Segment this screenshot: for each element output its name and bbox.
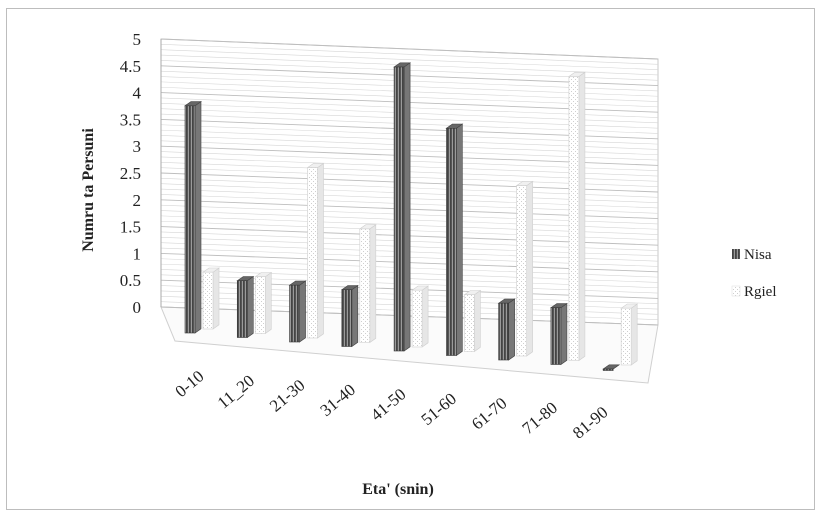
bar-nisa-11_20 — [236, 275, 255, 339]
legend-swatch-rgiel — [731, 285, 741, 297]
bar-nisa-21-30 — [288, 280, 307, 343]
y-tick-label: 3.5 — [120, 110, 141, 129]
y-tick-label: 2.5 — [120, 164, 141, 183]
bar-rgiel-41-50 — [411, 285, 430, 348]
y-tick-label: 5 — [133, 30, 142, 49]
y-tick-label: 4 — [133, 84, 142, 103]
legend: Nisa Rgiel — [731, 247, 777, 300]
gridline — [160, 49, 659, 70]
bar-rgiel-51-60 — [463, 289, 482, 353]
bars — [184, 62, 639, 371]
bar-rgiel-71-80 — [567, 71, 586, 362]
y-axis-title: Numru ta Persuni — [80, 128, 97, 252]
gridline — [160, 44, 659, 65]
bar-rgiel-31-40 — [358, 224, 377, 344]
x-tick-label: 31-40 — [316, 380, 359, 420]
bar-rgiel-0-10 — [202, 267, 220, 330]
bar-nisa-71-80 — [549, 302, 568, 366]
x-tick-label: 0-10 — [171, 367, 207, 402]
gridline — [160, 38, 659, 60]
legend-label-rgiel: Rgiel — [744, 284, 777, 300]
y-tick-label: 0.5 — [120, 271, 141, 290]
y-tick-label: 4.5 — [120, 57, 141, 76]
y-tick-label: 0 — [133, 298, 142, 317]
legend-swatch-nisa — [732, 249, 740, 259]
bar-nisa-0-10 — [184, 101, 202, 334]
y-tick-label: 1.5 — [120, 218, 141, 237]
bar-rgiel-81-90 — [620, 303, 639, 366]
bar-nisa-51-60 — [445, 123, 464, 357]
bar-rgiel-11_20 — [254, 271, 273, 335]
x-axis-title: Eta' (snin) — [362, 481, 434, 498]
x-tick-label: 81-90 — [569, 403, 612, 443]
x-tick-label: 71-80 — [518, 398, 561, 438]
bar-nisa-31-40 — [340, 284, 359, 348]
bar-rgiel-21-30 — [306, 162, 325, 339]
x-tick-label: 41-50 — [367, 385, 410, 425]
x-tick-label: 11_20 — [214, 371, 258, 412]
y-tick-label: 1 — [133, 244, 142, 263]
bar-nisa-61-70 — [497, 298, 516, 361]
y-axis-ticks: 0 0.5 1 1.5 2 2.5 3 3.5 4 4.5 5 — [120, 30, 142, 317]
legend-label-nisa: Nisa — [744, 247, 772, 263]
bar-rgiel-61-70 — [515, 180, 534, 357]
x-tick-label: 61-70 — [468, 394, 511, 434]
y-tick-label: 3 — [133, 137, 142, 156]
x-tick-label: 21-30 — [266, 376, 309, 416]
x-tick-label: 51-60 — [417, 389, 460, 429]
bar-nisa-81-90 — [602, 364, 621, 371]
bar-nisa-41-50 — [393, 62, 412, 352]
x-axis-ticks: 0-10 11_20 21-30 31-40 41-50 51-60 61-70 71-80 8… — [171, 367, 611, 443]
y-tick-label: 2 — [133, 191, 142, 210]
